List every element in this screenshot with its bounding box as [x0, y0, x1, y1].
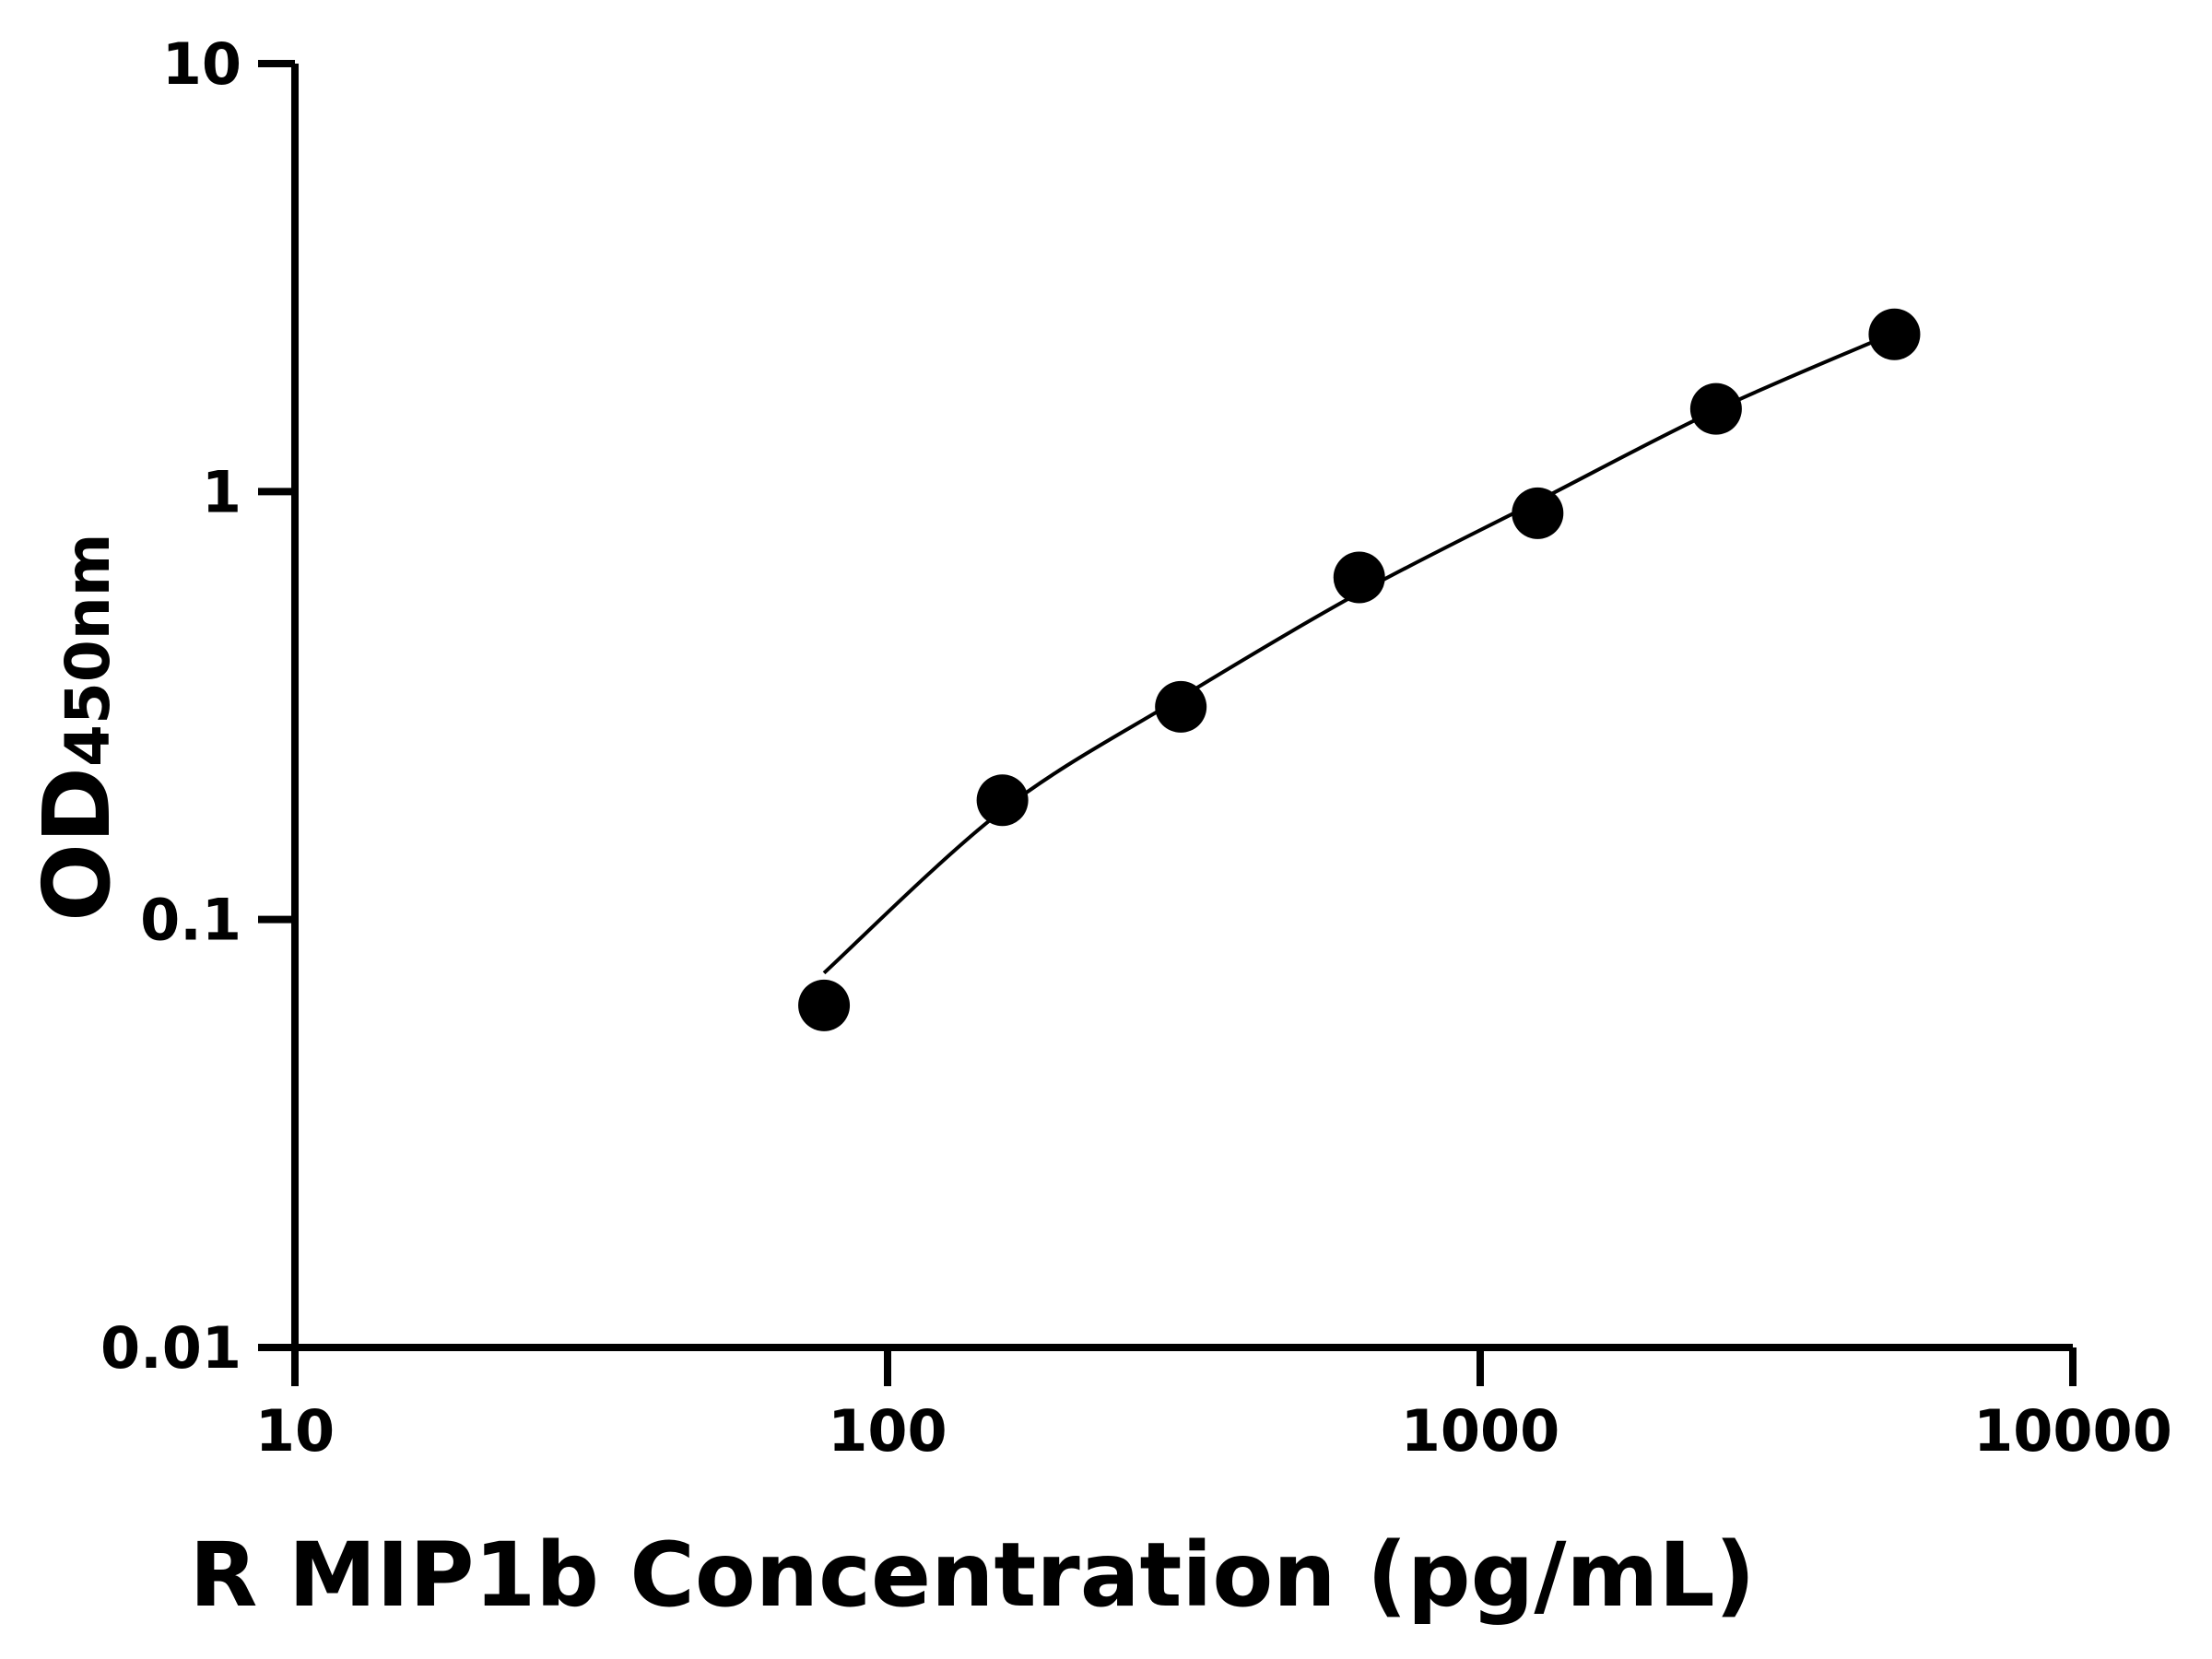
data-points — [798, 308, 1921, 1031]
ticks: 10 100 1000 10000 0.01 0.1 1 10 — [100, 30, 2172, 1465]
y-axis-label: OD450nm — [23, 533, 131, 922]
x-tick-label: 1000 — [1401, 1397, 1560, 1465]
data-point — [976, 774, 1029, 827]
data-point — [1333, 551, 1385, 604]
axes — [258, 64, 2073, 1351]
x-tick-label: 100 — [828, 1397, 947, 1465]
y-tick-label: 0.1 — [140, 887, 241, 954]
y-axis-label-sub: 450nm — [53, 533, 124, 767]
data-point — [1689, 382, 1742, 435]
y-tick-label: 0.01 — [100, 1314, 241, 1382]
x-axis-label: R MIP1b Concentration (pg/mL) — [190, 1524, 1756, 1627]
x-tick-label: 10000 — [1973, 1397, 2172, 1465]
x-tick-label: 10 — [255, 1397, 335, 1465]
data-point — [798, 979, 851, 1031]
y-axis-label-main: OD — [23, 767, 131, 922]
fit-curve — [822, 331, 1896, 975]
y-tick-label: 1 — [202, 458, 241, 525]
y-tick-label: 10 — [162, 30, 241, 98]
data-point — [1155, 680, 1207, 733]
data-point — [1868, 308, 1921, 360]
data-point — [1512, 487, 1564, 539]
